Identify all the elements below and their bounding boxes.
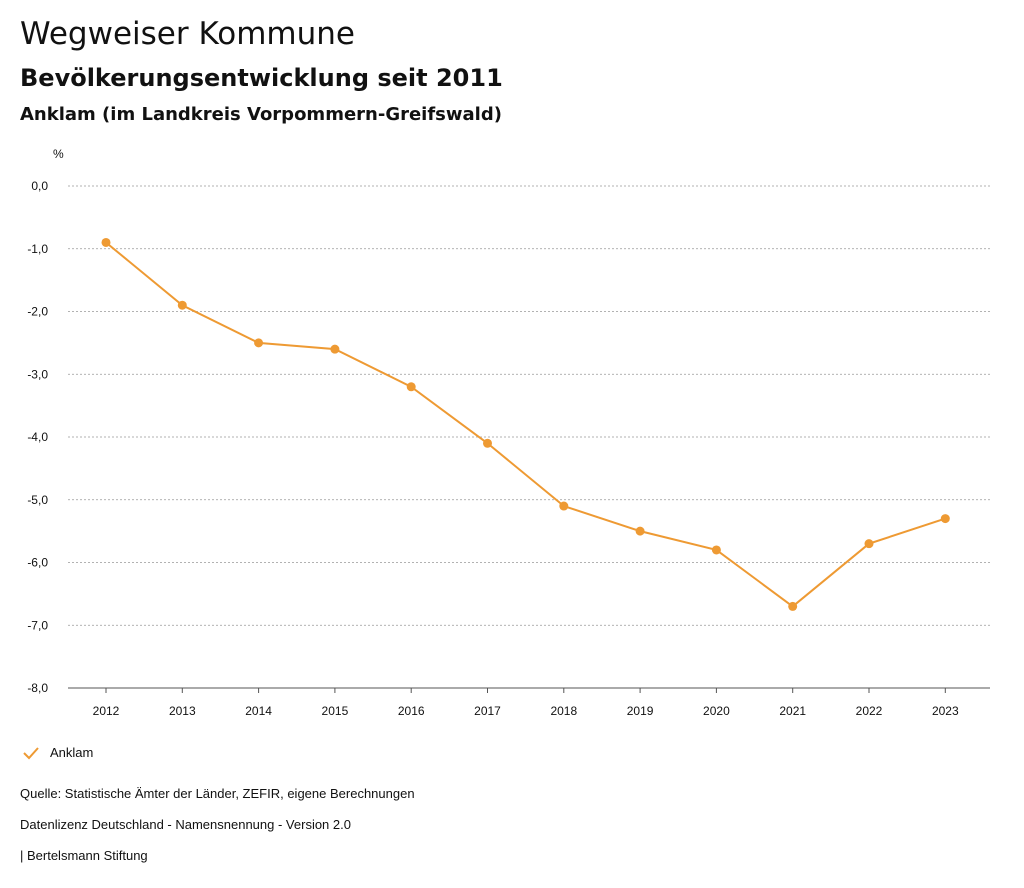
y-tick-label: -6,0 [27, 556, 48, 570]
source-note: Quelle: Statistische Ämter der Länder, Z… [20, 786, 415, 801]
y-tick-label: -7,0 [27, 618, 48, 632]
data-point [940, 514, 950, 524]
x-tick-label: 2016 [398, 704, 425, 718]
data-point [559, 501, 569, 511]
chart-subtitle: Bevölkerungsentwicklung seit 2011 [20, 64, 503, 92]
x-tick-label: 2023 [932, 704, 959, 718]
license-note: Datenlizenz Deutschland - Namensnennung … [20, 817, 351, 832]
publisher-note: | Bertelsmann Stiftung [20, 848, 148, 863]
x-tick-label: 2019 [627, 704, 654, 718]
x-tick-label: 2018 [550, 704, 577, 718]
data-point [711, 545, 721, 555]
y-tick-label: -5,0 [27, 493, 48, 507]
y-tick-label: -8,0 [27, 681, 48, 695]
x-tick-label: 2012 [93, 704, 120, 718]
x-tick-label: 2014 [245, 704, 272, 718]
data-point [635, 526, 645, 536]
check-icon [23, 746, 39, 759]
x-tick-label: 2021 [779, 704, 806, 718]
x-tick-label: 2022 [856, 704, 883, 718]
data-point [330, 344, 340, 354]
y-tick-label: -3,0 [27, 367, 48, 381]
y-tick-label: -4,0 [27, 430, 48, 444]
line-chart: % 0,0 -1,0 -2,0 -3,0 -4,0 -5,0 -6,0 -7,0 -8,0 2012… [27, 147, 990, 718]
y-tick-label: -1,0 [27, 242, 48, 256]
y-tick-label: 0,0 [31, 179, 48, 193]
data-point [483, 438, 492, 448]
data-point [101, 237, 111, 247]
x-tick-label: 2017 [474, 704, 501, 718]
legend[interactable]: Anklam [22, 745, 93, 760]
legend-label: Anklam [50, 745, 94, 760]
page-title: Wegweiser Kommune [20, 16, 355, 52]
data-point [254, 338, 264, 348]
data-point [406, 382, 416, 392]
series-line-anklam [105, 241, 946, 608]
x-tick-label: 2013 [169, 704, 196, 718]
y-axis-label: % [53, 147, 64, 161]
data-point [177, 300, 187, 310]
y-tick-label: -2,0 [27, 305, 48, 319]
x-tick-label: 2015 [322, 704, 349, 718]
region-label: Anklam (im Landkreis Vorpommern-Greifswa… [20, 104, 502, 125]
data-point [864, 539, 874, 549]
data-point [788, 601, 798, 611]
x-tick-label: 2020 [703, 704, 730, 718]
